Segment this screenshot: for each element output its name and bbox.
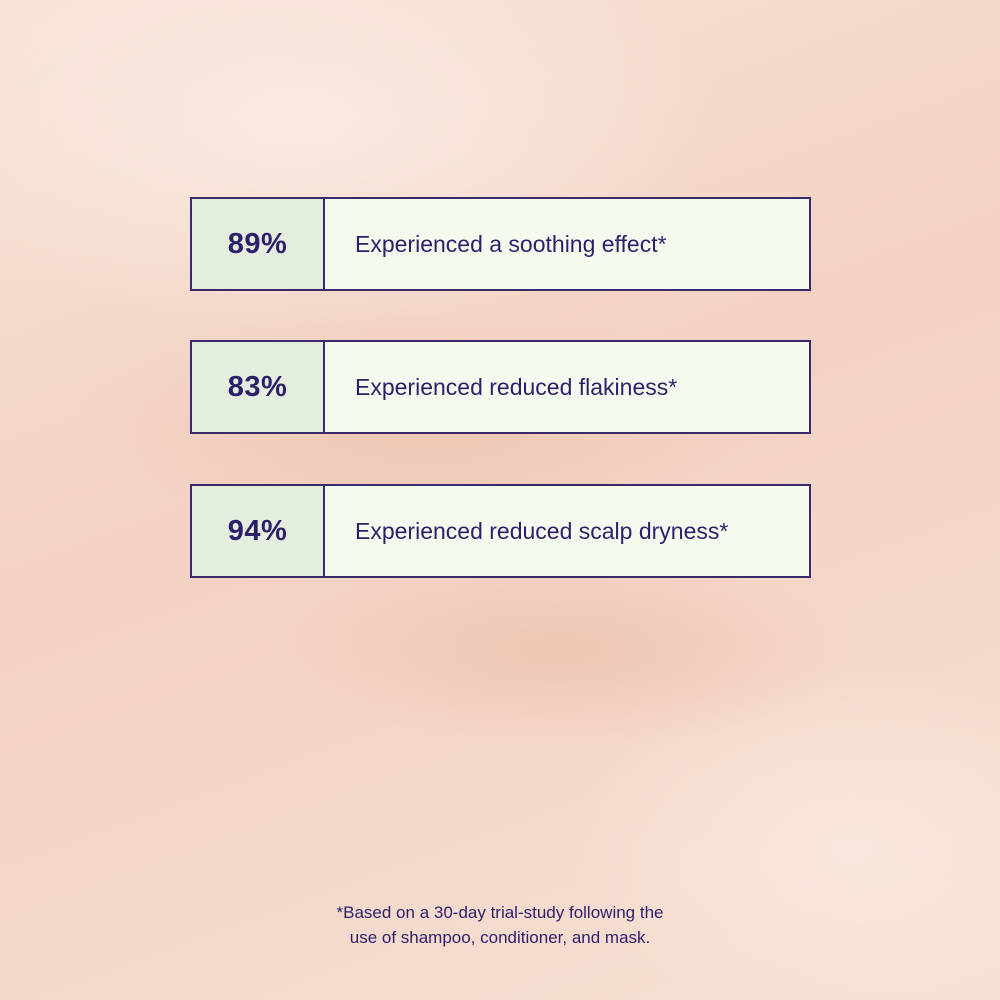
stat-value: 94%: [192, 486, 325, 576]
stat-value: 83%: [192, 342, 325, 432]
stat-label: Experienced reduced scalp dryness*: [325, 486, 809, 576]
footnote: *Based on a 30-day trial-study following…: [0, 900, 1000, 950]
footnote-line-1: *Based on a 30-day trial-study following…: [336, 903, 664, 922]
footnote-line-2: use of shampoo, conditioner, and mask.: [349, 928, 651, 947]
stat-row-dryness: 94% Experienced reduced scalp dryness*: [190, 484, 811, 578]
stat-row-soothing: 89% Experienced a soothing effect*: [190, 197, 811, 291]
stat-row-flakiness: 83% Experienced reduced flakiness*: [190, 340, 811, 434]
stat-label: Experienced a soothing effect*: [325, 199, 809, 289]
stat-value: 89%: [192, 199, 325, 289]
stat-label: Experienced reduced flakiness*: [325, 342, 809, 432]
